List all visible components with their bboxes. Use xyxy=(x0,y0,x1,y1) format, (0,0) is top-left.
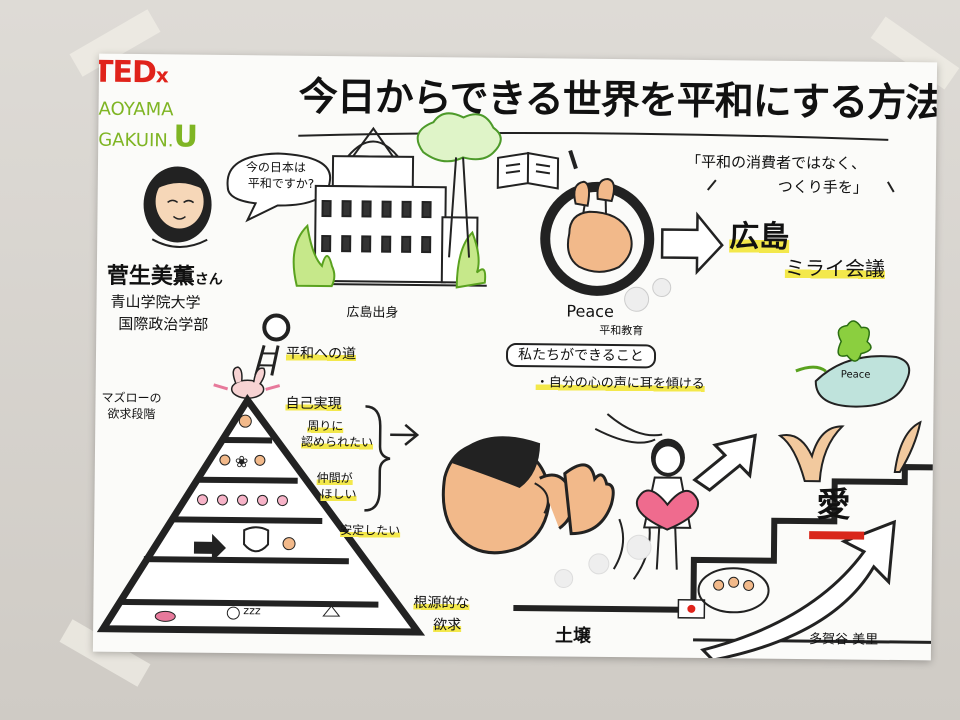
speaker-faculty: 国際政治学部 xyxy=(118,314,209,334)
aoyama-logo-line2: GAKUIN.U xyxy=(98,119,199,156)
curved-arrow-icon xyxy=(700,519,897,661)
speech-bubble-line2: 平和ですか? xyxy=(247,176,315,191)
drawing-layer: ❀ xyxy=(96,112,933,661)
arrow-right-small-icon xyxy=(390,423,420,446)
ted-logo-brand: TED xyxy=(92,54,156,91)
need-safety: 安定したい xyxy=(340,523,401,539)
dove-drawing xyxy=(795,320,911,408)
dove-peace-label: Peace xyxy=(840,369,871,381)
bush-right xyxy=(455,230,487,289)
ted-logo-x: x xyxy=(155,63,168,88)
need-recognition-line1: 周りに xyxy=(307,418,344,435)
peace-word-label: Peace xyxy=(566,301,614,322)
graphic-recording-poster: ❀ xyxy=(92,53,938,661)
pyramid-sleep-zzz: zzz xyxy=(243,604,261,618)
sprouts-drawing xyxy=(777,420,922,483)
hiroshima-origin-label: 広島出身 xyxy=(346,305,399,321)
stairs-drawing xyxy=(513,464,933,613)
need-recognition-line2: 認められたい xyxy=(301,434,374,451)
atomic-bomb-dome-drawing xyxy=(306,126,487,287)
speaker-university: 青山学院大学 xyxy=(110,292,201,312)
ladder-drawing xyxy=(254,313,291,376)
poster-title: 今日からできる世界を平和にする方法 xyxy=(298,74,938,127)
people-group-drawing xyxy=(697,567,770,614)
quote-line2: つくり手を」 xyxy=(777,177,868,197)
speech-bubble xyxy=(226,152,332,223)
arrow-right-icon xyxy=(660,211,724,276)
quote-line1: 「平和の消費者ではなく、 xyxy=(685,152,867,173)
peace-sign-drawing xyxy=(540,177,672,312)
soil-label: 土壌 xyxy=(554,625,592,647)
peace-education-label: 平和教育 xyxy=(599,323,644,338)
speaker-name-text: 菅生美薫 xyxy=(106,263,195,290)
rabbit-drawing xyxy=(213,366,281,399)
speech-bubble-line1: 今の日本は xyxy=(245,160,307,175)
maslow-label-line2: 欲求段階 xyxy=(107,406,156,422)
mirai-conference-label: ミライ会議 xyxy=(784,255,886,281)
hiroshima-label: 広島 xyxy=(729,219,790,256)
aoyama-logo-line1: AOYAMA xyxy=(98,98,174,121)
book-icon xyxy=(496,149,578,190)
bracket xyxy=(364,405,391,512)
need-basic-line1: 根源的な xyxy=(413,594,470,612)
love-label: 愛 xyxy=(816,485,851,526)
maslow-pyramid-drawing: ❀ xyxy=(96,393,426,636)
ted-logo: TEDx xyxy=(92,54,168,91)
aoyama-logo-u: U xyxy=(173,119,199,155)
speaker-honorific: さん xyxy=(194,271,223,288)
bush-left xyxy=(292,223,336,288)
what-we-can-do-label: 私たちができること xyxy=(505,342,656,369)
artist-signature: 多賀谷 美里 xyxy=(808,632,879,648)
listen-to-heart-label: ・自分の心の声に耳を傾ける xyxy=(535,375,705,393)
need-belonging-line2: ほしい xyxy=(320,486,357,503)
svg-text:❀: ❀ xyxy=(235,452,249,471)
tree-drawing xyxy=(416,112,502,258)
need-basic-line2: 欲求 xyxy=(433,617,462,634)
maslow-label-line1: マズローの xyxy=(101,390,162,406)
need-belonging-line1: 仲間が xyxy=(316,470,353,487)
listening-face-drawing xyxy=(441,413,663,555)
love-underline xyxy=(809,531,865,540)
arrow-up-right-icon xyxy=(692,433,757,492)
speaker-portrait xyxy=(143,166,212,248)
need-self-actualization: 自己実現 xyxy=(285,395,342,413)
aoyama-logo-gakuin: GAKUIN. xyxy=(98,129,174,152)
path-to-peace-label: 平和への道 xyxy=(285,345,357,363)
girl-with-heart-drawing xyxy=(635,438,700,570)
speaker-name: 菅生美薫さん xyxy=(107,264,223,291)
